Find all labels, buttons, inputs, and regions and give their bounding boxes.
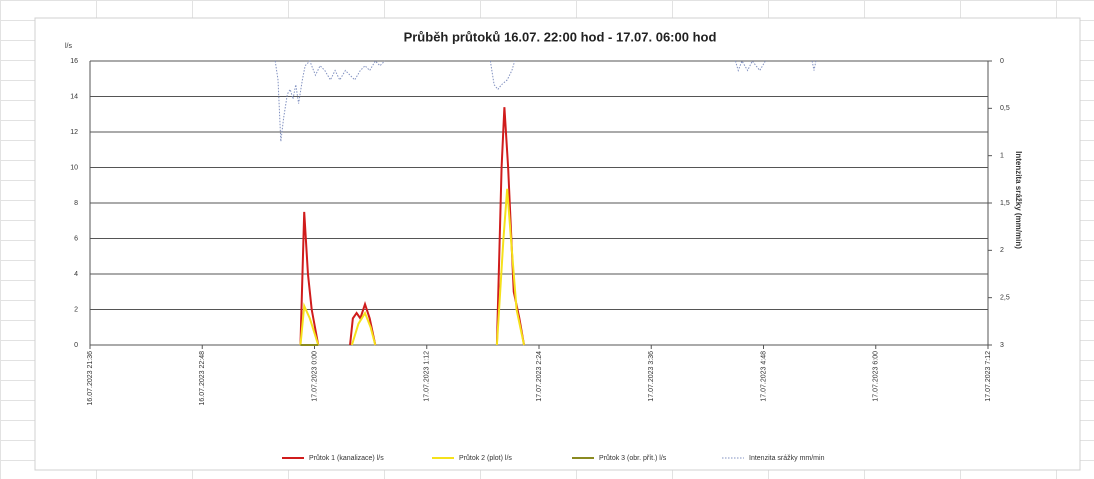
legend-label: Průtok 3 (obr. přít.) l/s [599, 454, 667, 462]
series-line [274, 60, 386, 142]
y-tick-label: 12 [70, 129, 78, 136]
y2-tick-label: 0 [1000, 58, 1004, 65]
x-tick-label: 16.07.2023 22:48 [199, 351, 206, 406]
x-tick-label: 17.07.2023 7:12 [985, 351, 992, 402]
series-line [299, 302, 320, 346]
series-line [349, 300, 377, 346]
y-tick-label: 2 [74, 306, 78, 313]
chart-frame [34, 17, 1081, 471]
x-tick-label: 17.07.2023 4:48 [760, 351, 767, 402]
y2-tick-label: 2,5 [1000, 295, 1010, 302]
y-axis-label: l/s [65, 43, 73, 50]
x-tick-label: 17.07.2023 0:00 [311, 351, 318, 402]
y2-tick-label: 3 [1000, 342, 1004, 349]
y-tick-label: 8 [74, 200, 78, 207]
x-tick-label: 17.07.2023 6:00 [873, 351, 880, 402]
y2-tick-label: 1 [1000, 153, 1004, 160]
chart-title: Průběh průtoků 16.07. 22:00 hod - 17.07.… [404, 29, 717, 44]
y-tick-label: 4 [74, 271, 78, 278]
series-line [350, 310, 377, 346]
y2-tick-label: 0,5 [1000, 105, 1010, 112]
series-line [811, 60, 817, 71]
x-tick-label: 16.07.2023 21:36 [87, 351, 94, 406]
y-tick-label: 0 [74, 342, 78, 349]
series-line [299, 211, 320, 346]
y2-axis-label: Intenzita srážky (mm/min) [1014, 151, 1023, 249]
series-line [734, 59, 766, 72]
x-tick-label: 17.07.2023 2:24 [536, 351, 543, 402]
y2-tick-label: 2 [1000, 247, 1004, 254]
y-tick-label: 16 [70, 58, 78, 65]
legend-label: Průtok 1 (kanalizace) l/s [309, 454, 384, 462]
series-line [489, 60, 516, 91]
legend-label: Intenzita srážky mm/min [749, 455, 825, 462]
y-tick-label: 14 [70, 93, 78, 100]
y-tick-label: 10 [70, 164, 78, 171]
y-tick-label: 6 [74, 235, 78, 242]
series-line [495, 188, 526, 346]
y2-tick-label: 1,5 [1000, 200, 1010, 207]
x-tick-label: 17.07.2023 3:36 [648, 351, 655, 402]
legend-label: Průtok 2 (plot) l/s [459, 454, 512, 462]
x-tick-label: 17.07.2023 1:12 [424, 351, 431, 402]
